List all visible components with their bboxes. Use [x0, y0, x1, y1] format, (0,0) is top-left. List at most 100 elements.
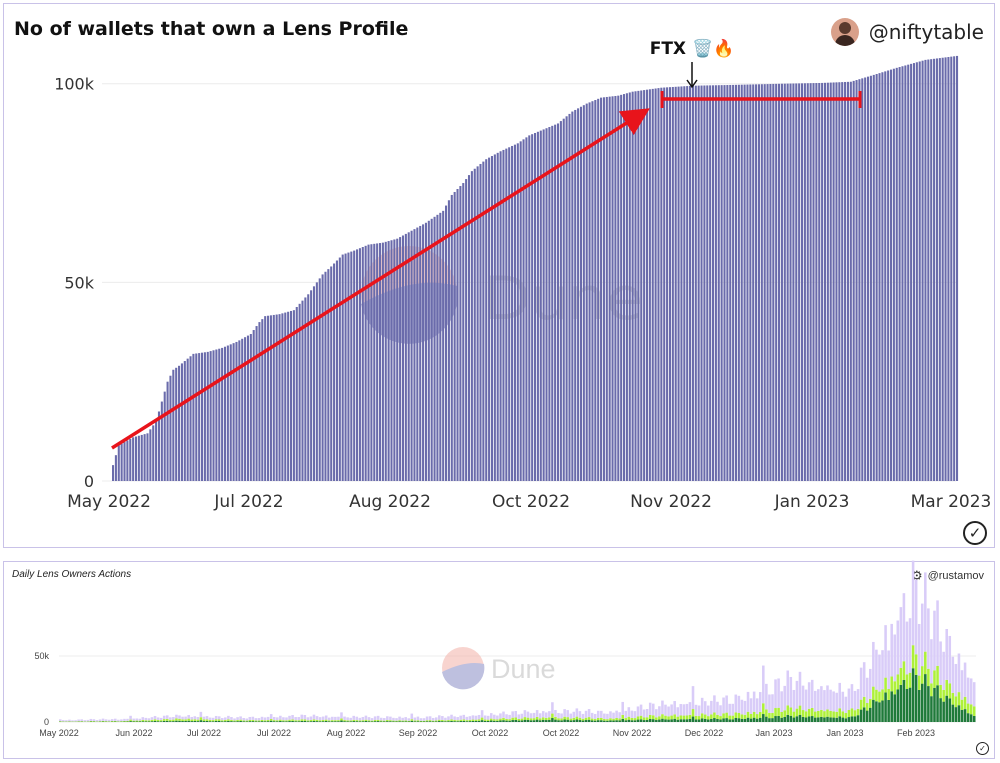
stacked-bar-segment [392, 717, 395, 721]
bar [465, 179, 468, 481]
stacked-bar-segment [520, 718, 524, 721]
stacked-bar-segment [202, 719, 206, 722]
stacked-bar-segment [181, 716, 184, 720]
stacked-bar-segment [291, 719, 294, 721]
bar [447, 200, 450, 481]
stacked-bar-segment [966, 677, 970, 704]
stacked-bar-segment [389, 720, 392, 722]
stacked-bar-segment [471, 719, 475, 721]
stacked-bar-segment [969, 714, 973, 722]
stacked-bar-segment [765, 709, 768, 717]
stacked-bar-segment [856, 715, 860, 722]
stacked-bar-segment [651, 715, 655, 720]
stacked-bar-segment [434, 717, 438, 721]
bar [674, 86, 677, 481]
stacked-bar-segment [129, 721, 132, 722]
stacked-bar-segment [813, 711, 817, 718]
stacked-bar-segment [309, 716, 313, 721]
stacked-bar-segment [276, 720, 279, 722]
stacked-bar-segment [282, 720, 285, 722]
bar [281, 313, 284, 481]
stacked-bar-segment [667, 706, 670, 717]
stacked-bar-segment [159, 721, 163, 722]
stacked-bar-segment [832, 711, 835, 718]
stacked-bar-segment [233, 721, 236, 722]
author-badge[interactable]: @niftytable [830, 18, 984, 46]
stacked-bar-segment [755, 718, 759, 722]
stacked-bar-segment [621, 714, 624, 719]
stacked-bar-segment [710, 718, 713, 722]
stacked-bar-segment [480, 717, 484, 721]
stacked-bar-segment [303, 714, 307, 720]
stacked-bar-segment [798, 705, 802, 715]
stacked-bar-segment [881, 700, 884, 722]
bar [120, 443, 123, 481]
bar [347, 252, 350, 481]
bar [812, 83, 815, 481]
stacked-bar-segment [508, 714, 511, 720]
stacked-bar-segment [257, 720, 261, 722]
stacked-bar-segment [337, 720, 340, 722]
stacked-bar-segment [762, 665, 765, 704]
stacked-bar-segment [920, 666, 924, 684]
stacked-bar-segment [700, 713, 704, 719]
stacked-bar-segment [517, 714, 521, 719]
bar [378, 243, 382, 481]
stacked-bar-segment [645, 709, 649, 718]
stacked-bar-segment [593, 720, 597, 722]
stacked-bar-segment [545, 720, 548, 722]
bar [703, 85, 706, 481]
stacked-bar-segment [450, 719, 453, 721]
bar [823, 82, 827, 482]
stacked-bar-segment [972, 715, 976, 722]
stacked-bar-segment [902, 679, 906, 722]
stacked-bar-segment [829, 717, 832, 722]
chart-title: No of wallets that own a Lens Profile [14, 18, 409, 40]
stacked-bar-segment [682, 704, 686, 716]
stacked-bar-segment [162, 719, 166, 721]
bar [413, 229, 416, 481]
bar [410, 230, 413, 481]
bar [734, 84, 738, 481]
bottom-author-badge[interactable]: ⚙ @rustamov [911, 568, 984, 584]
stacked-bar-segment [642, 717, 646, 721]
stacked-bar-segment [370, 718, 374, 721]
stacked-bar-segment [575, 719, 579, 722]
stacked-bar-segment [288, 721, 291, 722]
stacked-bar-segment [743, 718, 747, 722]
stacked-bar-segment [324, 715, 328, 720]
bar [422, 224, 425, 481]
bar [660, 87, 663, 481]
stacked-bar-segment [551, 702, 554, 714]
bar [889, 69, 893, 481]
stacked-bar-segment [370, 721, 374, 722]
stacked-bar-segment [254, 721, 258, 722]
stacked-bar-segment [199, 717, 203, 721]
stacked-bar-segment [517, 718, 521, 721]
stacked-bar-segment [694, 715, 698, 720]
stacked-bar-segment [370, 720, 374, 722]
bar [338, 257, 341, 481]
stacked-bar-segment [685, 719, 689, 722]
stacked-bar-segment [110, 719, 114, 721]
bar [769, 84, 772, 482]
stacked-bar-segment [902, 593, 906, 662]
stacked-bar-segment [413, 721, 417, 722]
stacked-bar-segment [624, 718, 628, 721]
stacked-bar-segment [606, 719, 609, 721]
stacked-bar-segment [367, 721, 371, 722]
bar [519, 141, 522, 481]
bar [132, 437, 135, 481]
bar [534, 132, 537, 482]
stacked-bar-segment [416, 721, 420, 722]
stacked-bar-segment [300, 714, 304, 720]
stacked-bar-segment [383, 721, 386, 722]
stacked-bar-segment [477, 714, 481, 720]
stacked-bar-segment [239, 719, 242, 722]
stacked-bar-segment [505, 714, 508, 719]
stacked-bar-segment [181, 721, 184, 722]
stacked-bar-segment [217, 719, 221, 721]
stacked-bar-segment [933, 610, 936, 671]
stacked-bar-segment [175, 718, 178, 721]
bar [666, 87, 669, 482]
